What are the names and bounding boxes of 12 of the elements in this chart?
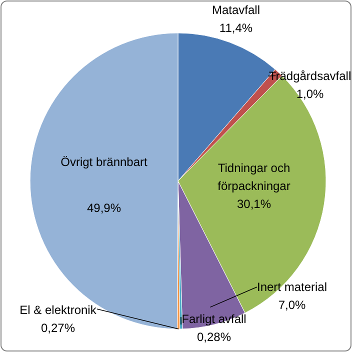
slice-label: Övrigt brännbart [60, 155, 148, 169]
slice-label: Tidningar och förpackningar [218, 161, 290, 193]
data-label: 7,0% [278, 298, 306, 312]
slice-label: Inert material [256, 280, 328, 294]
data-label: 1,0% [296, 87, 324, 101]
data-label: 11,4% [219, 21, 253, 35]
data-label: 49,9% [86, 201, 122, 215]
slice-label: El & elektronik [20, 303, 98, 317]
data-label: 0,28% [196, 330, 232, 344]
data-label: 30,1% [236, 197, 272, 211]
data-label: 0,27% [40, 321, 76, 335]
slice-label: Matavfall [212, 3, 260, 17]
